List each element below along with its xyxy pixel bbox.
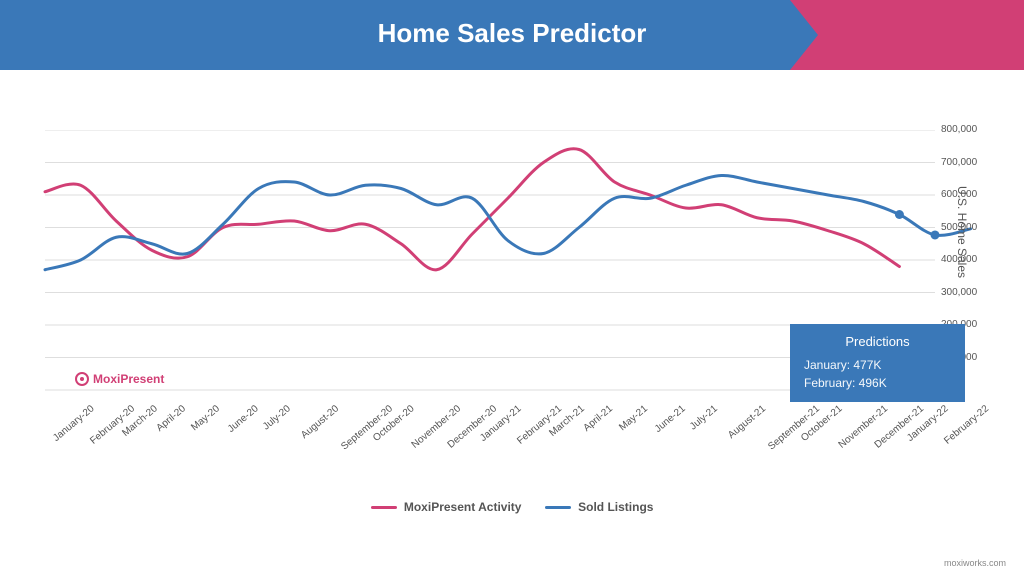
- predictions-line-1: January: 477K: [804, 356, 951, 374]
- series-line: [45, 175, 971, 269]
- y-tick-label: 800,000: [941, 124, 977, 135]
- series-marker: [931, 230, 940, 239]
- y-axis-title: U.S. Home Sales: [955, 186, 969, 278]
- y-tick-label: 300,000: [941, 287, 977, 298]
- legend-label-moxipresent: MoxiPresent Activity: [404, 500, 522, 514]
- legend-swatch-moxipresent: [371, 506, 397, 509]
- header: Home Sales Predictor: [0, 0, 1024, 70]
- footer-link: moxiworks.com: [944, 558, 1006, 568]
- moxipresent-logo: MoxiPresent: [75, 372, 164, 386]
- legend-item-sold: Sold Listings: [545, 500, 654, 514]
- chart: January-20February-20March-20April-20May…: [30, 130, 990, 460]
- page-title: Home Sales Predictor: [0, 18, 1024, 49]
- legend-swatch-sold: [545, 506, 571, 509]
- predictions-line-2: February: 496K: [804, 374, 951, 392]
- predictions-title: Predictions: [804, 332, 951, 352]
- moxipresent-logo-text: MoxiPresent: [93, 372, 164, 386]
- legend: MoxiPresent Activity Sold Listings: [0, 500, 1024, 514]
- legend-item-moxipresent: MoxiPresent Activity: [371, 500, 522, 514]
- predictions-box: Predictions January: 477K February: 496K: [790, 324, 965, 402]
- y-tick-label: 700,000: [941, 157, 977, 168]
- legend-label-sold: Sold Listings: [578, 500, 653, 514]
- series-marker: [895, 210, 904, 219]
- moxipresent-logo-icon: [75, 372, 89, 386]
